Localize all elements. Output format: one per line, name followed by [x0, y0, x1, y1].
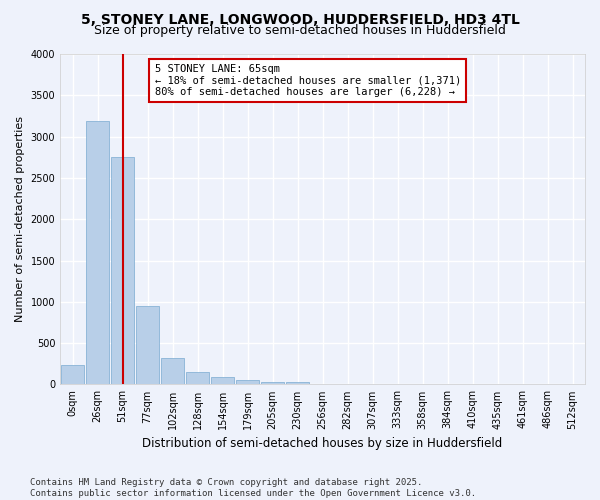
Bar: [112, 158, 134, 384]
Bar: [61, 364, 84, 384]
Bar: [286, 382, 309, 384]
X-axis label: Distribution of semi-detached houses by size in Huddersfield: Distribution of semi-detached houses by …: [142, 437, 503, 450]
Bar: [187, 372, 209, 384]
Bar: [161, 358, 184, 384]
Y-axis label: Number of semi-detached properties: Number of semi-detached properties: [15, 116, 25, 322]
Bar: [136, 306, 159, 384]
Bar: [262, 382, 284, 384]
Text: Size of property relative to semi-detached houses in Huddersfield: Size of property relative to semi-detach…: [94, 24, 506, 37]
Text: Contains HM Land Registry data © Crown copyright and database right 2025.
Contai: Contains HM Land Registry data © Crown c…: [30, 478, 476, 498]
Text: 5, STONEY LANE, LONGWOOD, HUDDERSFIELD, HD3 4TL: 5, STONEY LANE, LONGWOOD, HUDDERSFIELD, …: [80, 12, 520, 26]
Bar: [236, 380, 259, 384]
Bar: [86, 121, 109, 384]
Text: 5 STONEY LANE: 65sqm
← 18% of semi-detached houses are smaller (1,371)
80% of se: 5 STONEY LANE: 65sqm ← 18% of semi-detac…: [155, 64, 461, 97]
Bar: [211, 377, 234, 384]
